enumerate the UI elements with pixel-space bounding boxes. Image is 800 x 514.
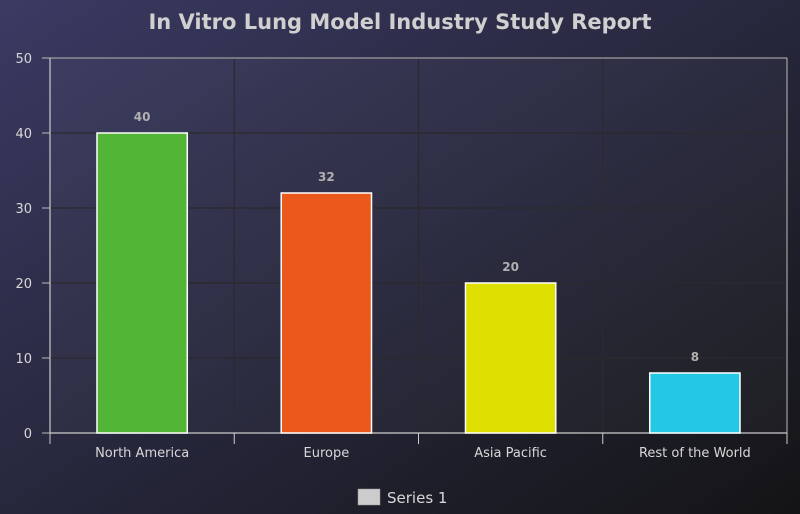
bar[interactable]: [464, 282, 557, 434]
x-tick-label: Asia Pacific: [474, 446, 547, 461]
data-label: 32: [318, 170, 335, 184]
legend[interactable]: Series 1: [357, 488, 447, 507]
y-tick-label: 0: [24, 427, 32, 442]
legend-swatch[interactable]: [357, 488, 381, 506]
y-tick-label: 40: [15, 127, 32, 142]
x-tick-label: North America: [95, 446, 189, 461]
plot-area: 0 10 20 30 40 50 40 North America 32 Europe 20 Asia…: [15, 52, 788, 461]
bar[interactable]: [280, 192, 373, 434]
y-tick-label: 20: [15, 277, 32, 292]
x-tick-label: Rest of the World: [639, 446, 751, 461]
bar[interactable]: [96, 132, 189, 434]
y-tick-label: 10: [15, 352, 32, 367]
chart-title: In Vitro Lung Model Industry Study Repor…: [148, 10, 651, 34]
x-tick-label: Europe: [304, 446, 350, 461]
y-tick-label: 50: [15, 52, 32, 67]
data-label: 40: [134, 110, 151, 124]
y-tick-label: 30: [15, 202, 32, 217]
bar[interactable]: [648, 372, 741, 434]
data-label: 20: [502, 260, 519, 274]
legend-label[interactable]: Series 1: [387, 489, 447, 507]
data-label: 8: [691, 350, 699, 364]
